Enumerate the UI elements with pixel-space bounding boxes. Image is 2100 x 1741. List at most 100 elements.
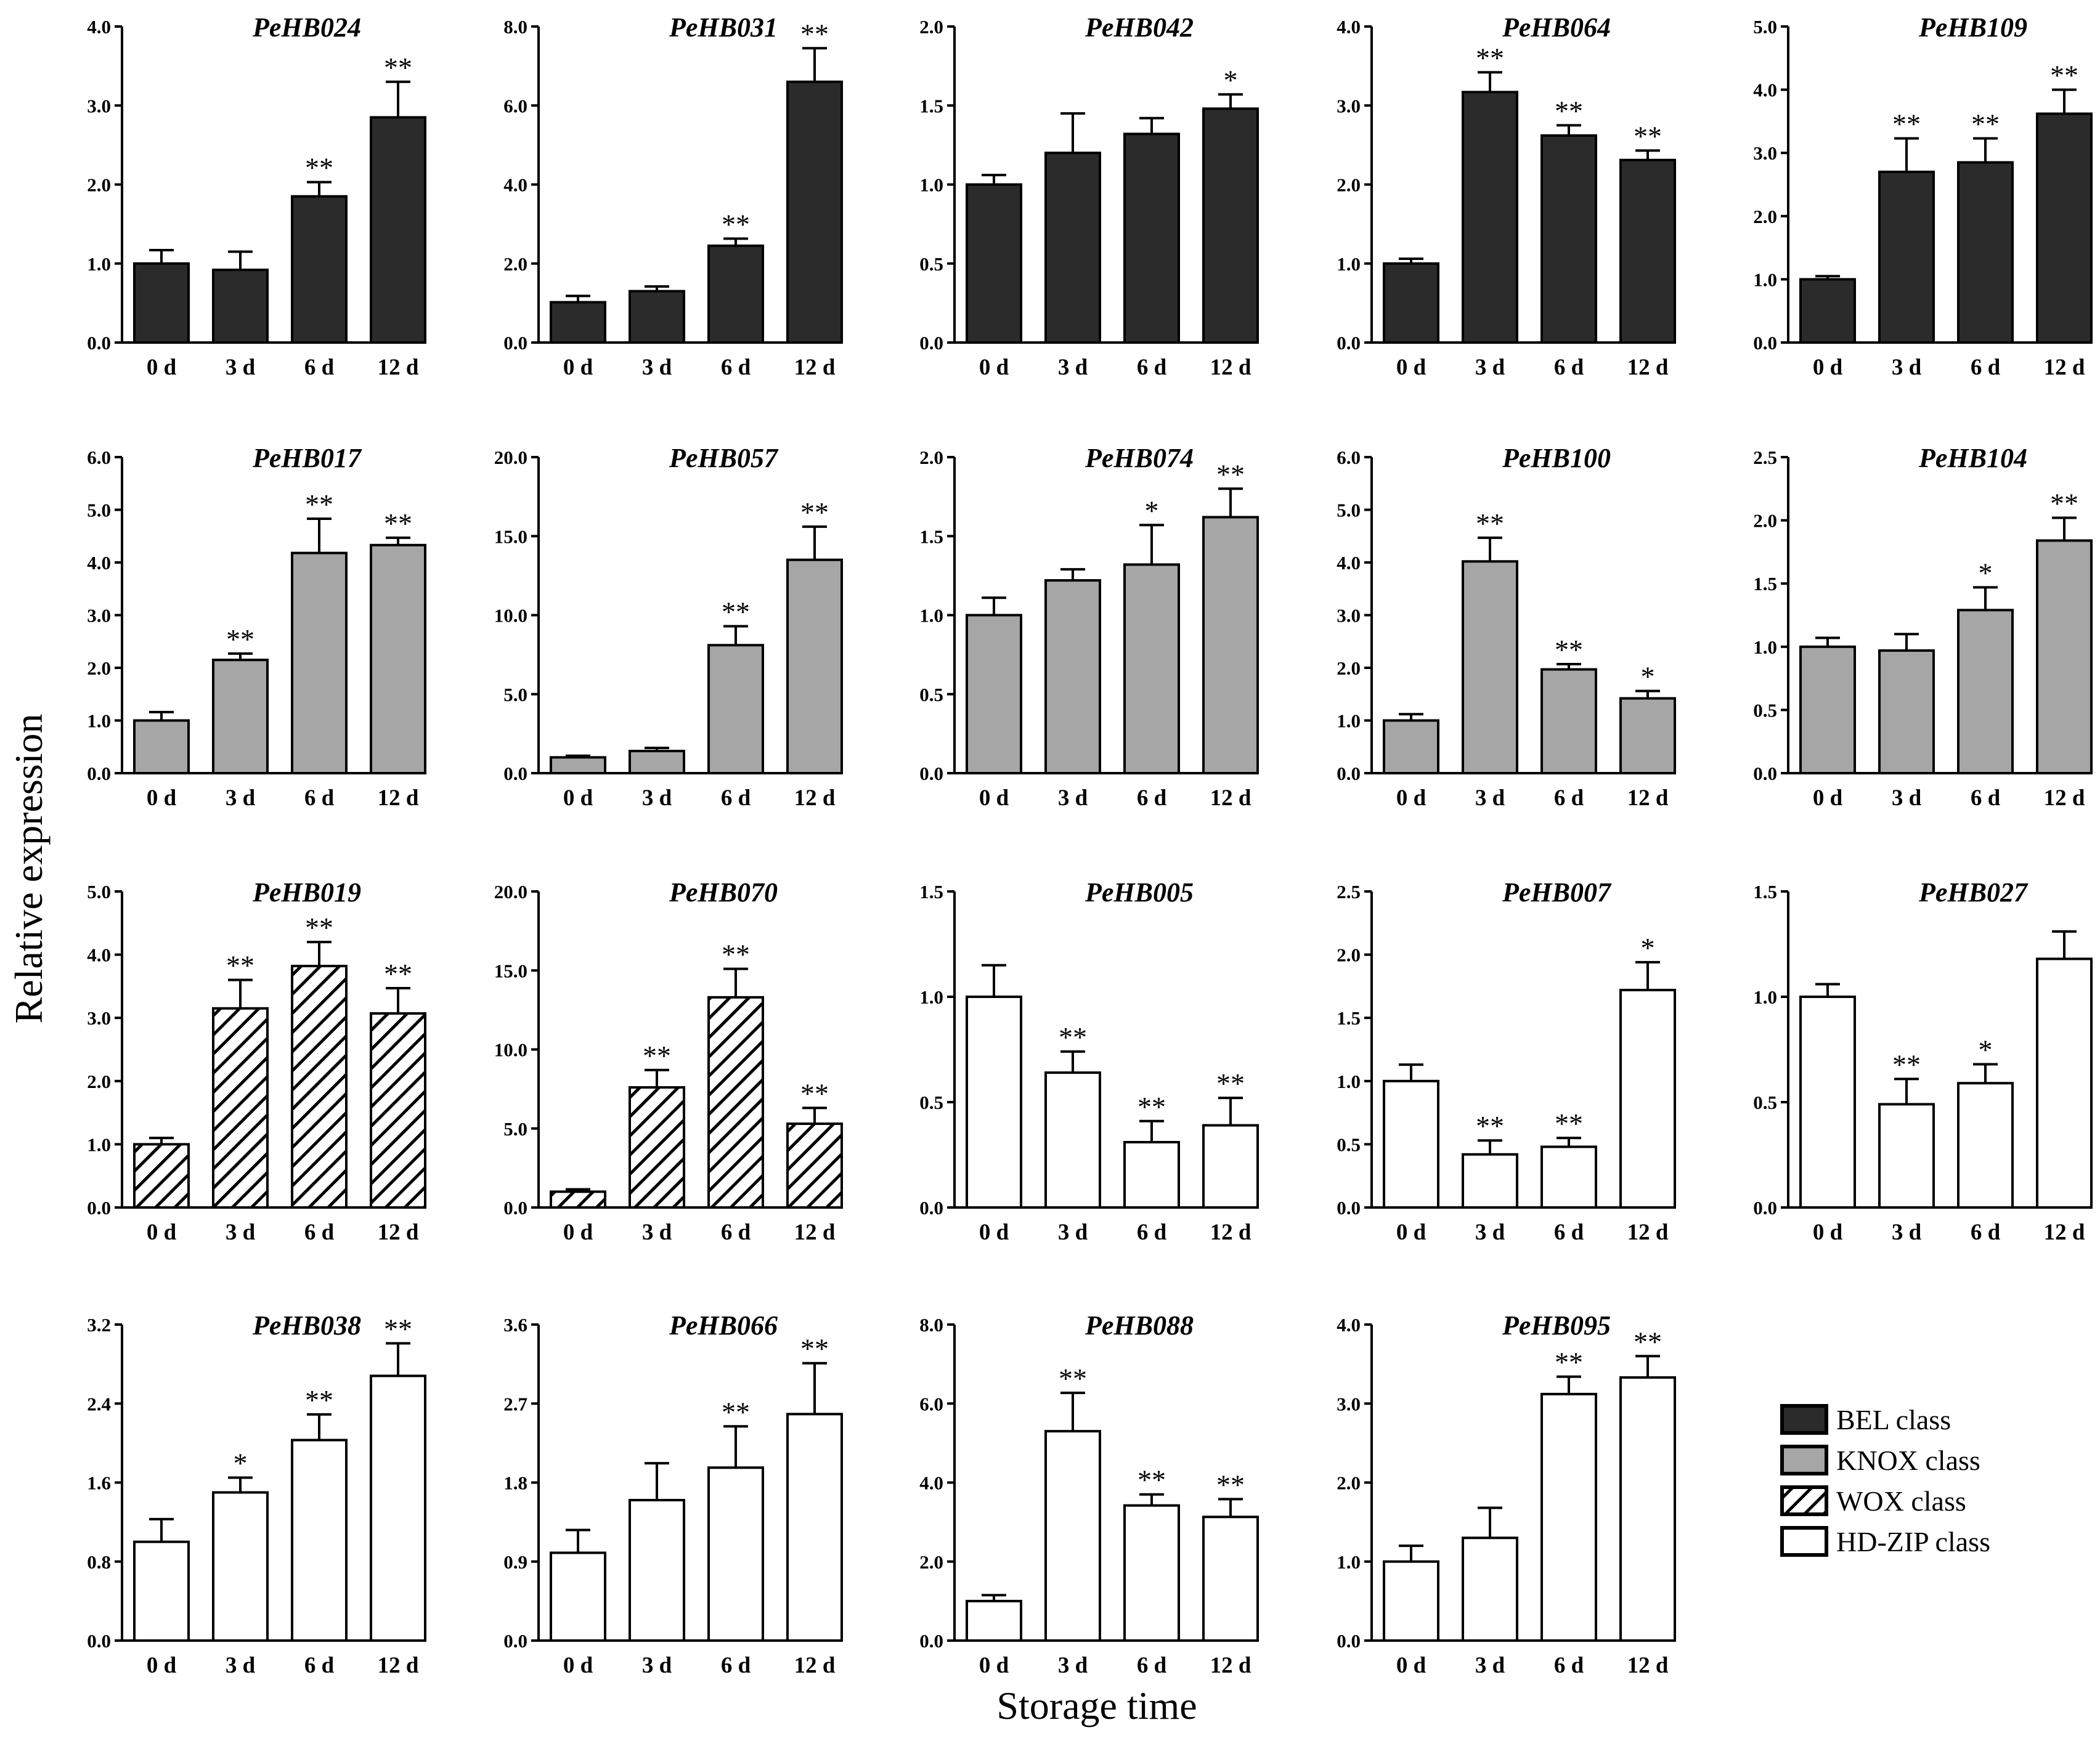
bar-12d — [786, 1413, 843, 1642]
panel-title: PeHB031 — [669, 12, 778, 43]
y-tick-label: 3.6 — [503, 1314, 527, 1336]
y-axis-title: Relative expression — [7, 714, 51, 1024]
y-tick-label: 0.0 — [919, 332, 943, 354]
bar-3d — [1878, 1103, 1935, 1209]
bar-6d — [1540, 1145, 1597, 1209]
y-tick-label: 8.0 — [919, 1314, 943, 1336]
significance-label: ** — [1476, 508, 1504, 539]
x-tick-label: 6 d — [304, 355, 335, 380]
y-tick-label: 5.0 — [87, 881, 111, 903]
significance-label: ** — [2050, 487, 2078, 519]
bar-6d — [291, 1439, 348, 1642]
x-axis-title: Storage time — [996, 1684, 1197, 1727]
bar-3d — [212, 269, 269, 344]
x-tick-label: 3 d — [1058, 1220, 1088, 1245]
y-tick-label: 2.0 — [87, 174, 111, 196]
bar-6d — [1540, 134, 1597, 344]
bar-12d — [1202, 1124, 1259, 1209]
panel-title: PeHB088 — [1085, 1310, 1194, 1341]
y-tick-label: 0.5 — [919, 1092, 943, 1113]
bar-12d — [370, 1012, 426, 1209]
bar-0d — [1799, 645, 1856, 775]
y-tick-label: 1.0 — [1753, 636, 1777, 658]
chart-panel-PeHB031: PeHB031 0.0 2.0 4.0 6.0 8.0 0 d 3 d ** 6 d ** 12 d — [503, 12, 843, 380]
significance-label: ** — [2050, 60, 2078, 91]
y-tick-label: 6.0 — [87, 447, 111, 468]
y-tick-label: 1.5 — [1753, 573, 1777, 595]
legend-swatch-WOX — [1780, 1485, 1828, 1516]
bar-6d — [707, 644, 764, 774]
y-tick-label: 3.0 — [1753, 142, 1777, 164]
chart-panel-PeHB070: PeHB070 0.0 5.0 10.0 15.0 20.0 0 d ** 3 d ** 6 d **… — [494, 877, 843, 1245]
bar-6d — [1957, 161, 2014, 344]
x-tick-label: 3 d — [226, 785, 256, 811]
y-tick-label: 5.0 — [1753, 16, 1777, 38]
x-tick-label: 3 d — [1475, 355, 1505, 380]
y-tick-label: 0.5 — [1337, 1134, 1361, 1155]
x-tick-label: 3 d — [642, 1220, 672, 1245]
panel-title: PeHB070 — [669, 877, 778, 907]
y-tick-label: 1.0 — [1753, 986, 1777, 1008]
bar-12d — [2036, 539, 2093, 774]
significance-label: ** — [1555, 634, 1583, 665]
x-tick-label: 0 d — [1813, 355, 1843, 380]
y-tick-label: 10.0 — [494, 1039, 527, 1061]
y-tick-label: 0.0 — [87, 1630, 111, 1652]
x-tick-label: 3 d — [1058, 1653, 1088, 1678]
chart-panel-PeHB042: PeHB042 0.0 0.5 1.0 1.5 2.0 0 d 3 d 6 d * 12 d — [919, 12, 1259, 380]
bar-3d — [1462, 91, 1518, 344]
y-tick-label: 0.0 — [1337, 763, 1361, 784]
panel-title: PeHB005 — [1085, 877, 1194, 907]
y-tick-label: 0.0 — [503, 1630, 527, 1652]
bar-0d — [1799, 996, 1856, 1209]
significance-label: ** — [226, 950, 254, 981]
y-tick-label: 1.5 — [919, 881, 943, 903]
x-tick-label: 12 d — [794, 355, 836, 380]
bar-12d — [786, 1122, 843, 1209]
x-tick-label: 3 d — [226, 1220, 256, 1245]
y-tick-label: 3.0 — [87, 95, 111, 116]
y-tick-label: 3.0 — [1337, 95, 1361, 116]
y-tick-label: 2.5 — [1337, 881, 1361, 903]
significance-label: ** — [1476, 1110, 1504, 1142]
bar-0d — [1383, 1560, 1439, 1642]
x-tick-label: 6 d — [1971, 355, 2001, 380]
legend-label-WOX: WOX class — [1836, 1485, 1966, 1517]
chart-panel-PeHB104: PeHB104 0.0 0.5 1.0 1.5 2.0 2.5 0 d 3 d * 6 d ** 12 … — [1753, 443, 2093, 811]
legend-swatch-KNOX — [1780, 1445, 1828, 1475]
x-tick-label: 3 d — [1058, 355, 1088, 380]
y-tick-label: 3.0 — [87, 1007, 111, 1029]
chart-panel-PeHB027: PeHB027 0.0 0.5 1.0 1.5 0 d ** 3 d * 6 d 12 d — [1753, 877, 2093, 1245]
significance-label: ** — [1138, 1091, 1166, 1122]
y-tick-label: 4.0 — [87, 16, 111, 38]
bar-0d — [133, 1143, 190, 1209]
x-tick-label: 3 d — [1475, 1653, 1505, 1678]
bar-0d — [1383, 1079, 1439, 1209]
significance-label: * — [1979, 557, 1993, 588]
significance-label: ** — [305, 1384, 333, 1416]
y-tick-label: 0.0 — [87, 763, 111, 784]
x-tick-label: 3 d — [1892, 1220, 1922, 1245]
y-tick-label: 2.0 — [919, 447, 943, 468]
significance-label: ** — [384, 1313, 412, 1344]
bar-3d — [1878, 649, 1935, 775]
bar-0d — [966, 1599, 1022, 1642]
y-tick-label: 1.0 — [87, 1134, 111, 1155]
x-tick-label: 0 d — [147, 1653, 177, 1678]
x-tick-label: 0 d — [1396, 785, 1426, 811]
bar-6d — [707, 1466, 764, 1642]
significance-label: ** — [305, 152, 333, 184]
significance-label: ** — [384, 508, 412, 539]
bar-3d — [212, 659, 269, 775]
bar-0d — [550, 1190, 606, 1209]
y-tick-label: 5.0 — [503, 684, 527, 705]
bar-12d — [1202, 516, 1259, 774]
y-tick-label: 1.6 — [87, 1472, 111, 1494]
bar-0d — [133, 719, 190, 774]
bar-6d — [1123, 563, 1180, 774]
x-tick-label: 0 d — [1396, 1653, 1426, 1678]
bar-12d — [370, 1374, 426, 1642]
y-tick-label: 1.0 — [1337, 1551, 1361, 1573]
x-tick-label: 3 d — [226, 1653, 256, 1678]
